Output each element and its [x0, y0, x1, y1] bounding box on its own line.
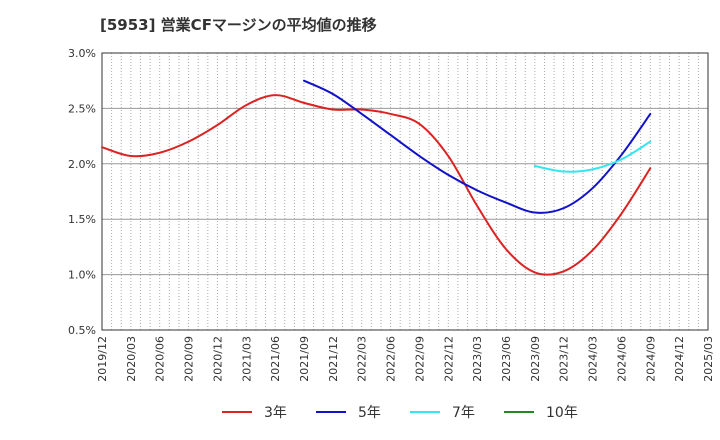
- x-tick-label: 2024/12: [673, 336, 686, 382]
- x-tick-label: 2020/06: [154, 336, 167, 382]
- x-tick-label: 2020/09: [183, 336, 196, 382]
- y-tick-label: 2.5%: [68, 102, 96, 115]
- x-tick-label: 2022/09: [413, 336, 426, 382]
- y-tick-label: 2.0%: [68, 158, 96, 171]
- legend-label-4: 10年: [546, 405, 578, 421]
- x-tick-label: 2023/12: [558, 336, 571, 382]
- legend: 3年 5年 7年 10年: [222, 405, 578, 421]
- grid-vertical: [111, 53, 699, 330]
- y-tick-label: 1.0%: [68, 269, 96, 282]
- x-tick-label: 2022/03: [356, 336, 369, 382]
- series-line-3: [533, 140, 652, 173]
- y-tick-label: 0.5%: [68, 324, 96, 337]
- x-tick-label: 2021/12: [327, 336, 340, 382]
- x-tick-label: 2021/06: [269, 336, 282, 382]
- chart-title: [5953] 営業CFマージンの平均値の推移: [100, 16, 377, 34]
- x-tick-label: 2021/09: [298, 336, 311, 382]
- series-line-1: [101, 94, 652, 276]
- series-line-2: [303, 79, 652, 214]
- x-tick-label: 2025/03: [702, 336, 715, 382]
- legend-label-1: 3年: [264, 405, 287, 421]
- legend-label-3: 7年: [452, 405, 475, 421]
- y-axis: 0.5% 1.0% 1.5% 2.0% 2.5% 3.0%: [68, 47, 96, 337]
- x-tick-label: 2023/06: [500, 336, 513, 382]
- plot-area: [102, 53, 708, 330]
- series-group: [101, 79, 652, 276]
- y-tick-label: 1.5%: [68, 213, 96, 226]
- x-tick-label: 2021/03: [240, 336, 253, 382]
- x-tick-label: 2020/12: [211, 336, 224, 382]
- x-tick-label: 2020/03: [125, 336, 138, 382]
- x-tick-label: 2019/12: [96, 336, 109, 382]
- x-tick-label: 2024/09: [644, 336, 657, 382]
- x-tick-label: 2023/03: [471, 336, 484, 382]
- x-tick-label: 2022/06: [385, 336, 398, 382]
- y-tick-label: 3.0%: [68, 47, 96, 60]
- x-tick-label: 2024/03: [587, 336, 600, 382]
- x-tick-label: 2024/06: [615, 336, 628, 382]
- legend-label-2: 5年: [358, 405, 381, 421]
- x-axis: 2019/12 2020/03 2020/06 2020/09 2020/12 2021/…: [96, 336, 715, 382]
- plot-border: [101, 52, 709, 331]
- x-tick-label: 2023/09: [529, 336, 542, 382]
- x-tick-label: 2022/12: [442, 336, 455, 382]
